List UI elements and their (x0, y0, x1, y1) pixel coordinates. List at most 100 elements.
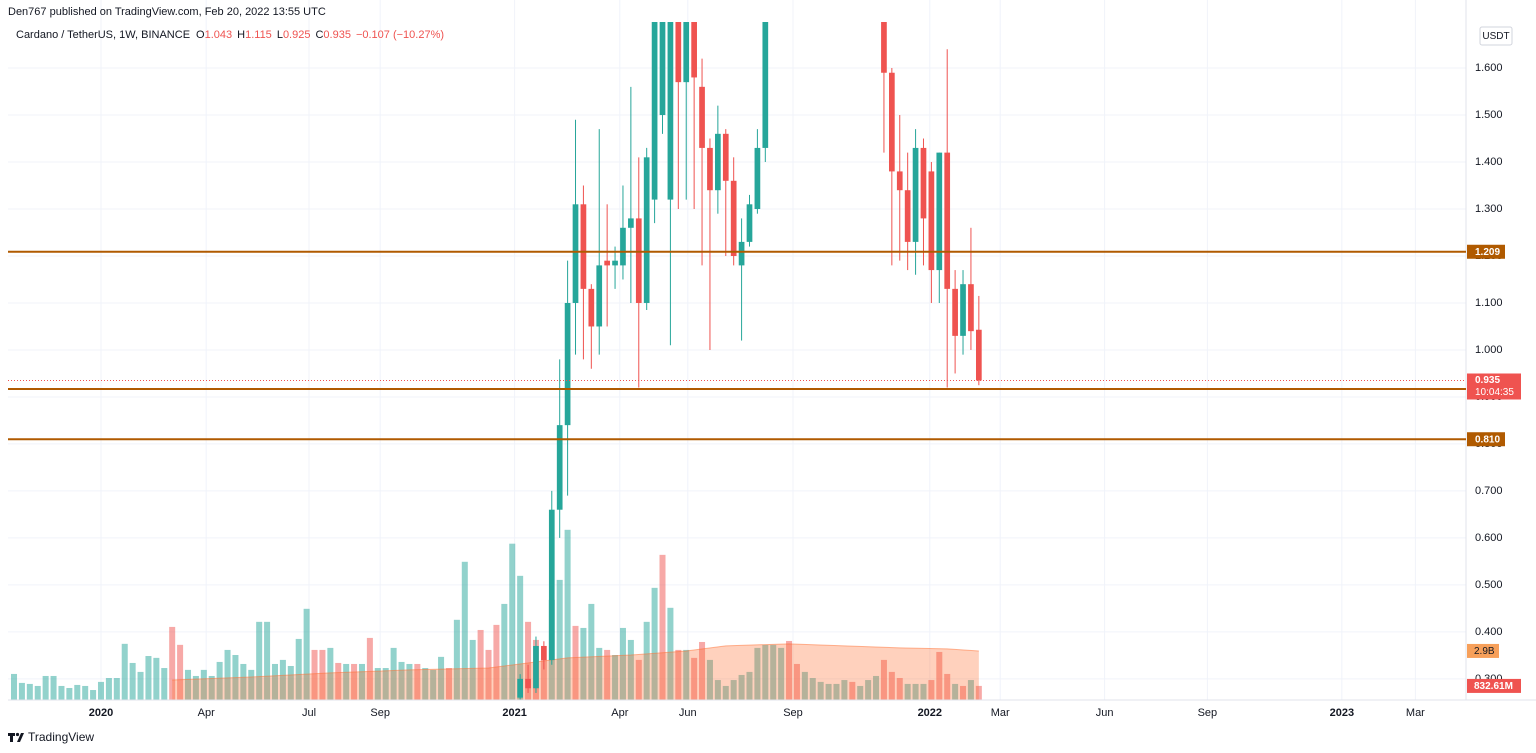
candle-body (746, 204, 753, 242)
last-price-label: 0.935 (1475, 375, 1500, 386)
volume-bar (793, 663, 800, 700)
volume-bar (366, 637, 373, 700)
candle-body (904, 190, 911, 242)
volume-bar (74, 684, 81, 700)
volume-bar (184, 669, 192, 700)
volume-bar (888, 671, 895, 700)
candle-body (612, 260, 618, 266)
volume-bar (667, 607, 674, 700)
y-tick-label: 1.000 (1475, 344, 1503, 356)
volume-bar (754, 647, 761, 700)
volume-bar (42, 675, 49, 700)
volume-bar (730, 680, 737, 700)
volume-bar (952, 683, 959, 700)
volume-bar (327, 647, 334, 700)
volume-bar (604, 649, 611, 700)
countdown: 10:04:35 (1475, 387, 1514, 398)
ohlc-value: 1.115 (245, 29, 272, 41)
published-line: Den767 published on TradingView.com, Feb… (8, 6, 326, 18)
candle-body (620, 227, 626, 266)
volume-bar (398, 661, 405, 700)
volume-bar (643, 621, 650, 700)
volume-bar (295, 638, 302, 700)
volume-bar (422, 668, 429, 700)
candle-body (533, 645, 539, 689)
volume-bar (857, 685, 864, 700)
volume-bar (762, 644, 769, 700)
volume-bar (240, 663, 247, 700)
volume-bar (58, 685, 65, 700)
volume-bar (928, 680, 935, 700)
volume-bar (137, 671, 144, 700)
currency: USDT (1482, 31, 1509, 42)
volume-bar (738, 674, 745, 700)
symbol: Cardano / TetherUS, 1W, BINANCE (16, 29, 190, 41)
x-tick-label: 2022 (918, 707, 942, 719)
volume-bar (208, 675, 215, 700)
candle-body (762, 22, 769, 148)
x-tick-label: Mar (991, 707, 1010, 719)
volume-bar (358, 663, 365, 700)
candle-body (881, 22, 887, 73)
volume-bar (453, 619, 460, 700)
candle-body (556, 425, 563, 510)
candle-body (596, 265, 603, 327)
brand: TradingView (28, 730, 94, 744)
volume-bar (18, 682, 25, 700)
x-tick-label: 2023 (1330, 707, 1354, 719)
candle-body (738, 241, 745, 266)
ohlc-key: C (315, 29, 323, 41)
volume-bar (287, 665, 294, 700)
x-tick-label: Sep (783, 707, 803, 719)
volume-bar (493, 624, 500, 700)
volume-bar (809, 678, 816, 700)
volume-bar (335, 662, 342, 700)
volume-bar (303, 608, 310, 700)
volume-bar (786, 640, 793, 700)
volume-bar (66, 687, 73, 700)
volume-bar (382, 668, 389, 700)
candle-body (896, 171, 903, 191)
x-tick-label: 2021 (502, 707, 526, 719)
volume-ma-label-box (1467, 643, 1499, 658)
y-tick-label: 1.600 (1475, 62, 1503, 74)
volume-bar (572, 625, 579, 700)
volume-bar (588, 603, 595, 700)
volume-bar (960, 685, 967, 700)
candle-body (928, 171, 935, 271)
candle-body (548, 509, 555, 661)
volume-bar (161, 668, 168, 700)
candle-body (675, 22, 682, 83)
candle-body (667, 22, 674, 200)
change: −0.107 (−10.27%) (356, 29, 444, 41)
candle-body (912, 147, 919, 242)
volume-bar (517, 575, 524, 700)
level-label-box (1467, 244, 1505, 259)
volume-bar (675, 649, 682, 700)
candle-body (628, 218, 634, 228)
x-tick-label: 2020 (89, 707, 113, 719)
volume-label-box (1467, 678, 1521, 693)
candle-body (635, 218, 642, 303)
volume-bar (216, 661, 223, 700)
ohlc-value: 0.925 (283, 29, 311, 41)
candle-body (659, 22, 666, 116)
x-tick-label: Jun (1096, 707, 1114, 719)
candle-body (691, 22, 697, 78)
volume-bar (351, 663, 358, 700)
volume-bar (691, 657, 698, 700)
candle-body (580, 204, 587, 289)
volume-bar (540, 659, 547, 700)
volume-bar (406, 663, 413, 700)
ohlc-value: 0.935 (323, 29, 351, 41)
level-label: 1.209 (1475, 247, 1500, 258)
volume-bar (817, 681, 824, 700)
candle-body (730, 180, 737, 256)
volume-bar (849, 681, 856, 700)
currency-box[interactable] (1479, 26, 1513, 46)
volume-bar (343, 663, 350, 700)
volume-bar (374, 668, 381, 700)
volume-bar (97, 681, 105, 700)
brand-logo (8, 732, 24, 742)
